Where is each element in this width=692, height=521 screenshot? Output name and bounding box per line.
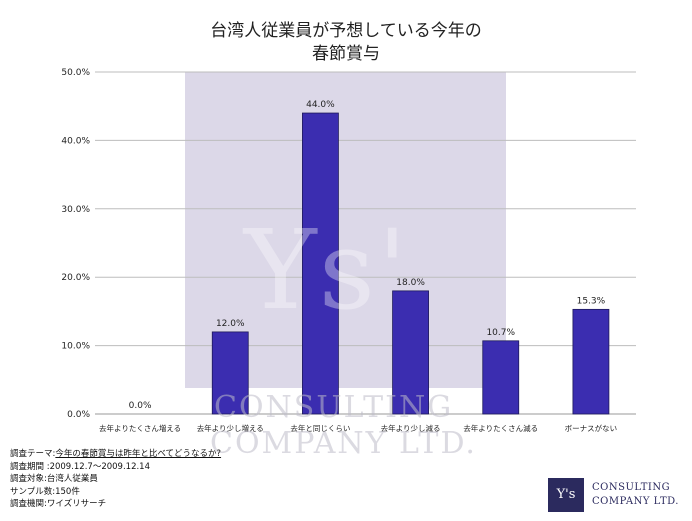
y-tick-label: 30.0%	[61, 205, 90, 215]
watermark-line1: CONSULTING	[214, 390, 454, 425]
chart-title-line1: 台湾人従業員が予想している今年の	[210, 21, 482, 41]
survey-period: 調査期間 :2009.12.7〜2009.12.14	[10, 461, 150, 472]
bar-value-label: 10.7%	[486, 328, 515, 338]
bar	[211, 331, 249, 415]
watermark-mark: Ys'	[244, 206, 410, 334]
x-tick-label: 去年と同じくらい	[290, 423, 350, 433]
x-tick-label: 去年より少し増える	[197, 423, 264, 433]
x-tick-label: 去年よりたくさん減る	[463, 423, 538, 433]
x-tick-label: 去年よりたくさん増える	[99, 423, 181, 433]
bar	[572, 308, 610, 415]
bar	[392, 290, 429, 415]
survey-theme-label: 調査テーマ:	[10, 449, 56, 459]
survey-theme-value: 今年の春節賞与は昨年と比べてどうなるか?	[55, 449, 222, 459]
x-tick-label: 去年より少し減る	[381, 423, 441, 433]
x-tick-label: ボーナスがない	[565, 423, 618, 433]
chart-title-line2: 春節賞与	[312, 44, 380, 64]
chart-title: 台湾人従業員が予想している今年の 春節賞与	[0, 20, 692, 66]
bar-value-label: 12.0%	[216, 319, 245, 329]
bar-value-label: 18.0%	[396, 278, 425, 288]
company-logo-mark: Y's	[548, 478, 584, 512]
y-tick-label: 20.0%	[61, 273, 90, 283]
y-tick-label: 50.0%	[61, 68, 90, 78]
survey-org: 調査機関:ワイズリサーチ	[10, 499, 107, 509]
bar	[302, 112, 339, 415]
y-tick-label: 40.0%	[61, 136, 90, 146]
company-logo-line2: COMPANY LTD.	[592, 496, 679, 507]
y-tick-label: 10.0%	[61, 342, 90, 352]
company-logo-text: CONSULTING COMPANY LTD.	[592, 481, 679, 509]
survey-theme: 調査テーマ:今年の春節賞与は昨年と比べてどうなるか?	[10, 448, 221, 461]
bar-value-label: 44.0%	[306, 100, 335, 110]
company-logo-line1: CONSULTING	[592, 482, 671, 493]
bar-value-label: 15.3%	[577, 296, 606, 306]
survey-target: 調査対象:台湾人従業員	[10, 474, 98, 484]
bar-value-label: 0.0%	[129, 401, 152, 411]
survey-sample: サンプル数:150件	[10, 486, 80, 497]
y-tick-label: 0.0%	[67, 410, 90, 420]
survey-info: 調査テーマ:今年の春節賞与は昨年と比べてどうなるか? 調査期間 :2009.12…	[10, 448, 221, 511]
bar	[482, 340, 520, 415]
watermark-line2: COMPANY LTD.	[210, 426, 477, 461]
